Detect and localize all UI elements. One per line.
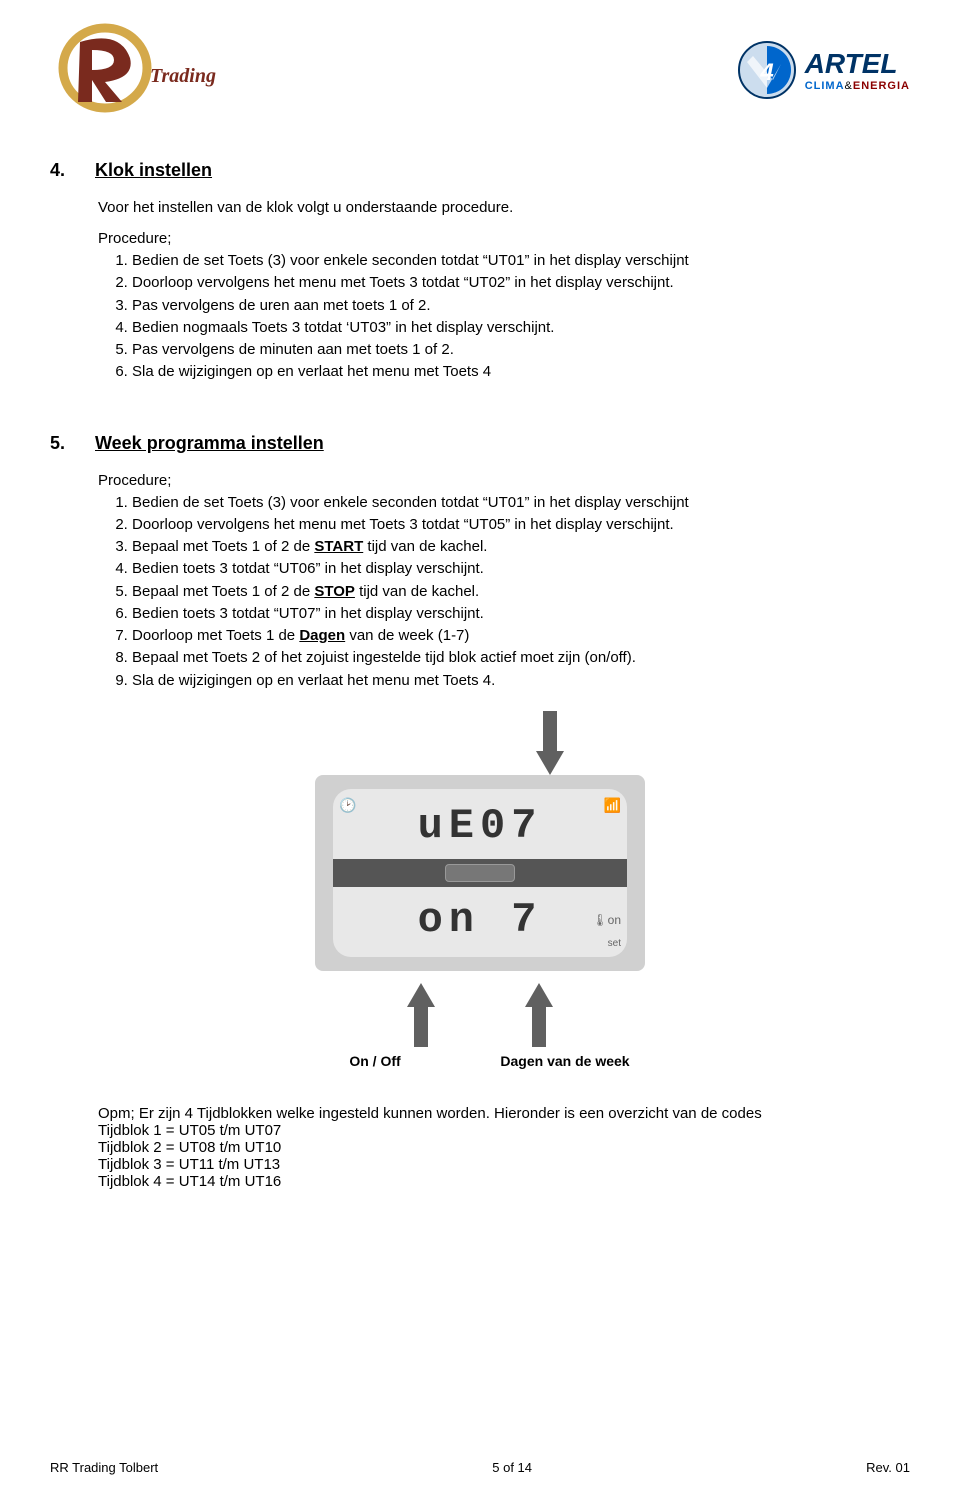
list-item: Doorloop met Toets 1 de Dagen van de wee…: [132, 626, 910, 646]
section-4-intro: Voor het instellen van de klok volgt u o…: [98, 199, 910, 216]
list-item: Bedien nogmaals Toets 3 totdat ‘UT03” in…: [132, 318, 910, 338]
tijdblok-line: Tijdblok 2 = UT08 t/m UT10: [98, 1139, 910, 1156]
section-4-proc-label: Procedure;: [98, 230, 910, 247]
section-5-heading: 5.Week programma instellen: [50, 433, 910, 454]
arrow-down-icon: [536, 751, 564, 775]
list-item: Bedien toets 3 totdat “UT06” in het disp…: [132, 559, 910, 579]
artel-tagline: CLIMA&ENERGIA: [805, 80, 910, 92]
list-item: Doorloop vervolgens het menu met Toets 3…: [132, 515, 910, 535]
page-header: Trading 4 ARTEL CLIMA&ENERGIA: [50, 20, 910, 120]
footer-left: RR Trading Tolbert: [50, 1460, 158, 1475]
list-item: Bepaal met Toets 1 of 2 de STOP tijd van…: [132, 582, 910, 602]
tijdblok-line: Tijdblok 3 = UT11 t/m UT13: [98, 1156, 910, 1173]
list-item: Bedien de set Toets (3) voor enkele seco…: [132, 251, 910, 271]
artel-name: ARTEL: [805, 48, 910, 80]
note-line: Opm; Er zijn 4 Tijdblokken welke ingeste…: [98, 1105, 910, 1122]
display-diagram: 🕑 📶 uE07 on 7 🌡on set On / Off Dagen van…: [270, 711, 690, 1069]
section-5-proc-label: Procedure;: [98, 472, 910, 489]
arrow-up-right-icon: [525, 983, 553, 1007]
list-item: Bepaal met Toets 2 of het zojuist ingest…: [132, 648, 910, 668]
tijdblok-line: Tijdblok 4 = UT14 t/m UT16: [98, 1173, 910, 1190]
svg-text:Trading: Trading: [150, 65, 216, 87]
display-bottom-row: on 7: [347, 893, 613, 947]
clock-icon: 🕑: [339, 797, 356, 814]
list-item: Sla de wijzigingen op en verlaat het men…: [132, 671, 910, 691]
arrow-up-left-icon: [407, 983, 435, 1007]
page-footer: RR Trading Tolbert 5 of 14 Rev. 01: [50, 1460, 910, 1475]
section-4: 4.Klok instellen Voor het instellen van …: [50, 160, 910, 383]
svg-text:4: 4: [759, 59, 773, 86]
section-5: 5.Week programma instellen Procedure; Be…: [50, 433, 910, 1190]
label-on-off: On / Off: [315, 1053, 435, 1069]
remote-icon: 📶: [604, 797, 621, 814]
tijdblok-line: Tijdblok 1 = UT05 t/m UT07: [98, 1122, 910, 1139]
list-item: Bedien toets 3 totdat “UT07” in het disp…: [132, 604, 910, 624]
section-4-steps: Bedien de set Toets (3) voor enkele seco…: [132, 251, 910, 383]
list-item: Doorloop vervolgens het menu met Toets 3…: [132, 273, 910, 293]
stove-display: 🕑 📶 uE07 on 7 🌡on set: [315, 775, 645, 971]
display-mid-bar: [333, 859, 627, 887]
footer-center: 5 of 14: [492, 1460, 532, 1475]
logo-rr-trading: Trading: [50, 20, 220, 120]
section-5-steps: Bedien de set Toets (3) voor enkele seco…: [132, 493, 910, 691]
section-4-heading: 4.Klok instellen: [50, 160, 910, 181]
list-item: Bepaal met Toets 1 of 2 de START tijd va…: [132, 537, 910, 557]
logo-artel: 4 ARTEL CLIMA&ENERGIA: [737, 40, 910, 100]
list-item: Pas vervolgens de minuten aan met toets …: [132, 340, 910, 360]
list-item: Bedien de set Toets (3) voor enkele seco…: [132, 493, 910, 513]
display-top-row: uE07: [347, 799, 613, 853]
thermo-icon: 🌡on: [592, 913, 621, 927]
label-days: Dagen van de week: [485, 1053, 645, 1069]
list-item: Pas vervolgens de uren aan met toets 1 o…: [132, 296, 910, 316]
list-item: Sla de wijzigingen op en verlaat het men…: [132, 362, 910, 382]
footer-right: Rev. 01: [866, 1460, 910, 1475]
set-icon: set: [608, 938, 621, 949]
